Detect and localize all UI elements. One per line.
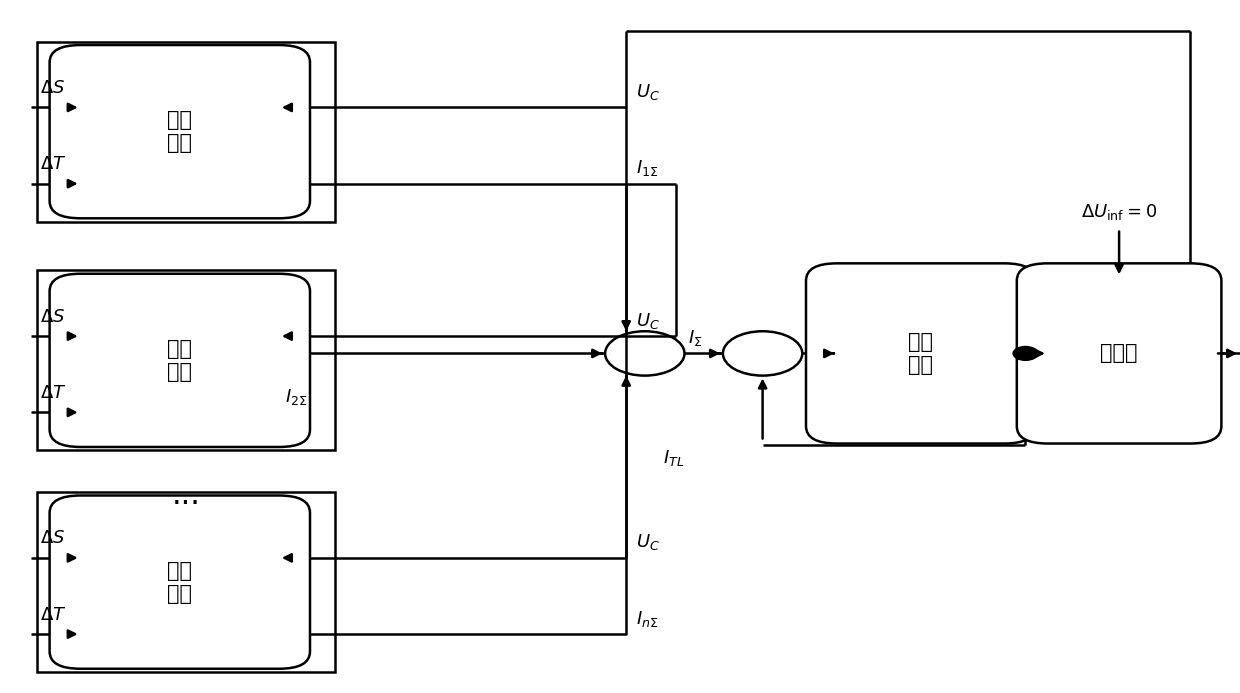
Text: 发电
单元: 发电 单元 — [167, 110, 192, 153]
Text: $U_C$: $U_C$ — [636, 82, 660, 102]
Text: $U_C$: $U_C$ — [636, 310, 660, 331]
Bar — [37, 270, 335, 450]
Text: 发电
单元: 发电 单元 — [167, 561, 192, 604]
Text: $I_{n\Sigma}$: $I_{n\Sigma}$ — [636, 608, 658, 629]
FancyBboxPatch shape — [1017, 263, 1221, 444]
Text: $\Delta U_{\rm inf}=0$: $\Delta U_{\rm inf}=0$ — [1081, 202, 1157, 222]
Text: $U_C$: $U_C$ — [636, 532, 660, 552]
Text: $\Delta S$: $\Delta S$ — [40, 79, 64, 97]
Text: $\Delta T$: $\Delta T$ — [40, 606, 66, 624]
Bar — [37, 42, 335, 222]
Text: 传输线: 传输线 — [1100, 344, 1138, 363]
Text: $I_{TL}$: $I_{TL}$ — [663, 448, 684, 468]
FancyBboxPatch shape — [50, 495, 310, 669]
Text: $\Delta S$: $\Delta S$ — [40, 308, 64, 326]
Text: $\Delta S$: $\Delta S$ — [40, 529, 64, 547]
Bar — [37, 492, 335, 672]
Text: $I_{1\Sigma}$: $I_{1\Sigma}$ — [636, 158, 658, 178]
FancyBboxPatch shape — [806, 263, 1035, 444]
FancyBboxPatch shape — [50, 45, 310, 218]
Text: 转换
电容: 转换 电容 — [908, 332, 934, 375]
FancyBboxPatch shape — [50, 274, 310, 447]
Text: $\Delta T$: $\Delta T$ — [40, 384, 66, 402]
Text: 发电
单元: 发电 单元 — [167, 339, 192, 382]
Text: $\Delta T$: $\Delta T$ — [40, 155, 66, 173]
Text: $I_{\Sigma}$: $I_{\Sigma}$ — [688, 328, 703, 348]
Text: ...: ... — [171, 481, 201, 510]
Circle shape — [1013, 346, 1038, 360]
Text: $I_{2\Sigma}$: $I_{2\Sigma}$ — [285, 387, 308, 407]
